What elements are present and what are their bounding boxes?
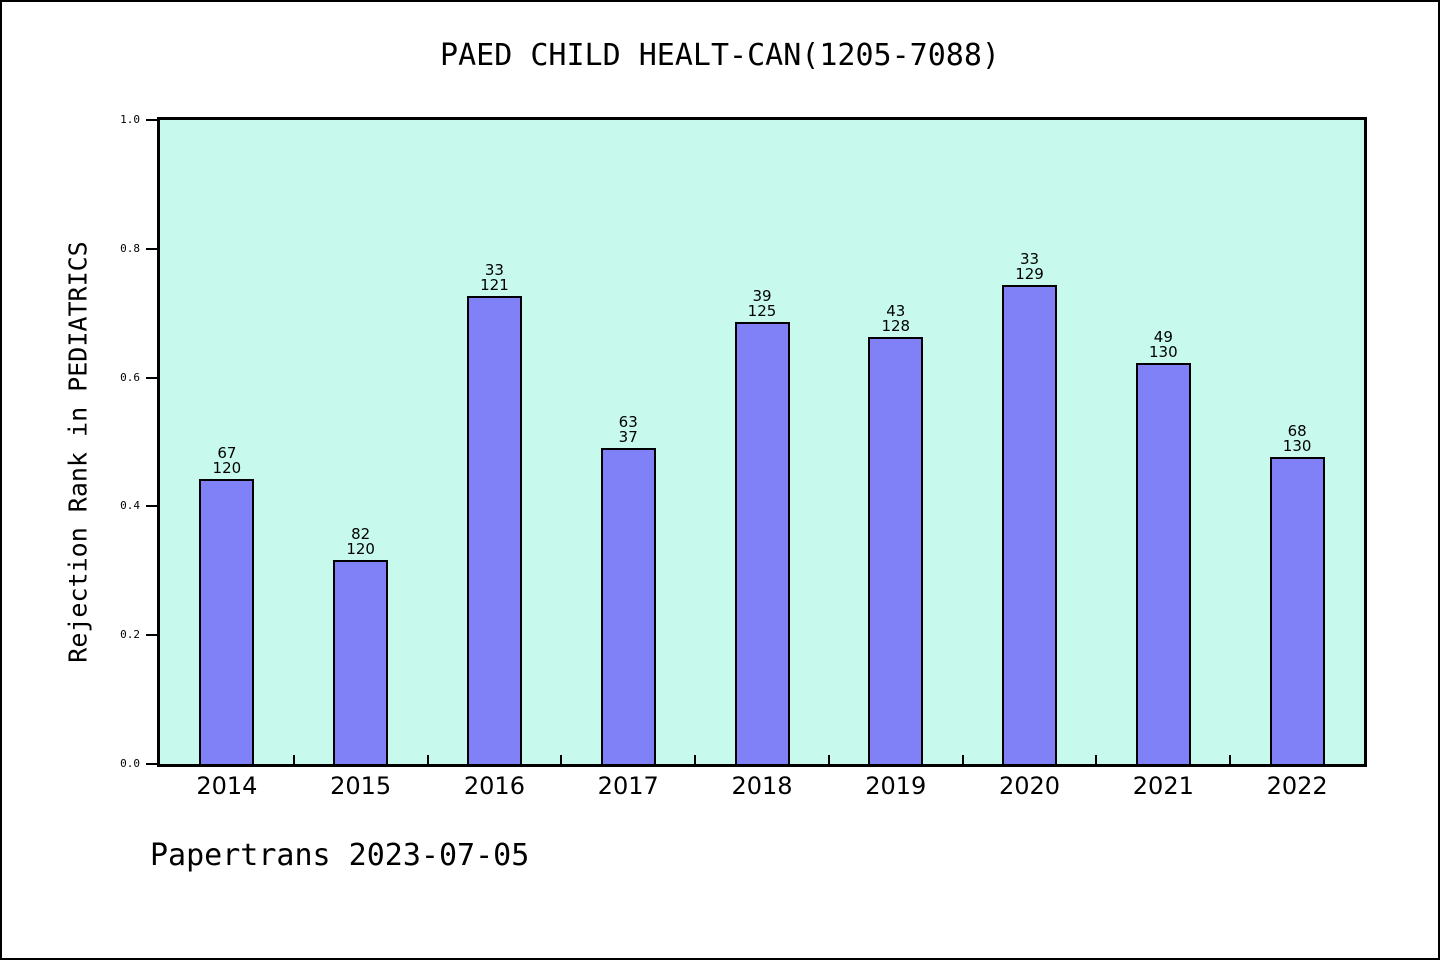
y-tick-mark — [146, 505, 157, 508]
x-category-label: 2017 — [597, 772, 659, 800]
bar — [333, 560, 389, 764]
bar-value-total: 129 — [1015, 265, 1044, 283]
plot-area: 0.0 0.2 0.4 0.6 0.8 1.0 67 120 2014 82 120 2015 33 12… — [120, 113, 1364, 800]
x-tick-minor — [694, 755, 697, 764]
bar-value-rank: 68 — [1287, 422, 1307, 440]
x-category-label: 2014 — [196, 772, 258, 800]
bar-value-rank: 49 — [1153, 328, 1173, 346]
chart-title: PAED CHILD HEALT-CAN(1205-7088) — [440, 38, 1000, 73]
x-tick-minor — [961, 755, 964, 764]
y-tick-mark — [146, 763, 157, 765]
bar-value-rank: 33 — [1020, 250, 1040, 268]
x-category-label: 2016 — [463, 772, 525, 800]
x-tick-minor — [560, 755, 563, 764]
bar-value-label: 68 130 — [1237, 424, 1357, 454]
bar-value-label: 63 37 — [568, 415, 688, 445]
y-tick-label: 1.0 — [120, 113, 140, 126]
bar-value-total: 120 — [346, 540, 375, 558]
bar — [734, 322, 790, 764]
bar-value-rank: 43 — [886, 302, 906, 320]
bar-value-rank: 33 — [484, 261, 504, 279]
bar-value-total: 121 — [480, 276, 509, 294]
y-axis-title: Rejection Rank in PEDIATRICS — [63, 241, 93, 663]
bar-value-label: 39 125 — [702, 289, 822, 319]
x-tick-minor — [292, 755, 295, 764]
y-tick-label: 0.0 — [120, 757, 140, 770]
watermark-text: Papertrans 2023-07-05 — [150, 838, 530, 873]
bar-value-rank: 82 — [351, 525, 371, 543]
y-tick-label: 0.8 — [120, 241, 140, 255]
y-tick-label: 0.2 — [120, 628, 140, 642]
y-tick-mark — [146, 634, 157, 637]
bar-value-total: 128 — [881, 317, 911, 335]
bar-value-label: 43 128 — [836, 304, 956, 334]
bar — [1269, 457, 1325, 764]
y-tick-label: 0.4 — [120, 499, 140, 513]
bar-value-label: 82 120 — [301, 527, 421, 557]
bar — [868, 337, 924, 764]
x-category-label: 2021 — [1132, 772, 1194, 800]
bar-value-total: 37 — [618, 428, 638, 446]
y-tick-label: 0.6 — [120, 370, 140, 384]
bar-value-rank: 67 — [217, 444, 237, 462]
bar — [466, 296, 522, 764]
bar — [199, 479, 255, 764]
bar-value-rank: 63 — [618, 413, 638, 431]
bar-value-label: 33 121 — [434, 263, 554, 293]
x-tick-minor — [426, 755, 429, 764]
bar-value-rank: 39 — [752, 287, 772, 305]
bar-value-label: 67 120 — [167, 446, 287, 476]
x-tick-minor — [1229, 755, 1232, 764]
x-category-label: 2015 — [330, 772, 392, 800]
bar — [600, 448, 656, 764]
bar-value-label: 49 130 — [1103, 330, 1223, 360]
bar-value-total: 130 — [1282, 437, 1312, 455]
x-tick-minor — [827, 755, 830, 764]
bar-value-total: 130 — [1149, 343, 1178, 361]
x-tick-minor — [1095, 755, 1098, 764]
x-category-label: 2020 — [999, 772, 1061, 800]
y-tick-mark — [146, 119, 157, 121]
bar-value-total: 120 — [212, 459, 242, 477]
bar-value-total: 125 — [747, 302, 777, 320]
bar-value-label: 33 129 — [970, 252, 1090, 282]
x-category-label: 2019 — [865, 772, 927, 800]
y-tick-mark — [146, 376, 157, 379]
bar — [1135, 363, 1191, 764]
x-category-label: 2018 — [731, 772, 793, 800]
y-tick-mark — [146, 247, 157, 250]
bar — [1002, 285, 1058, 764]
x-category-label: 2022 — [1266, 772, 1328, 800]
